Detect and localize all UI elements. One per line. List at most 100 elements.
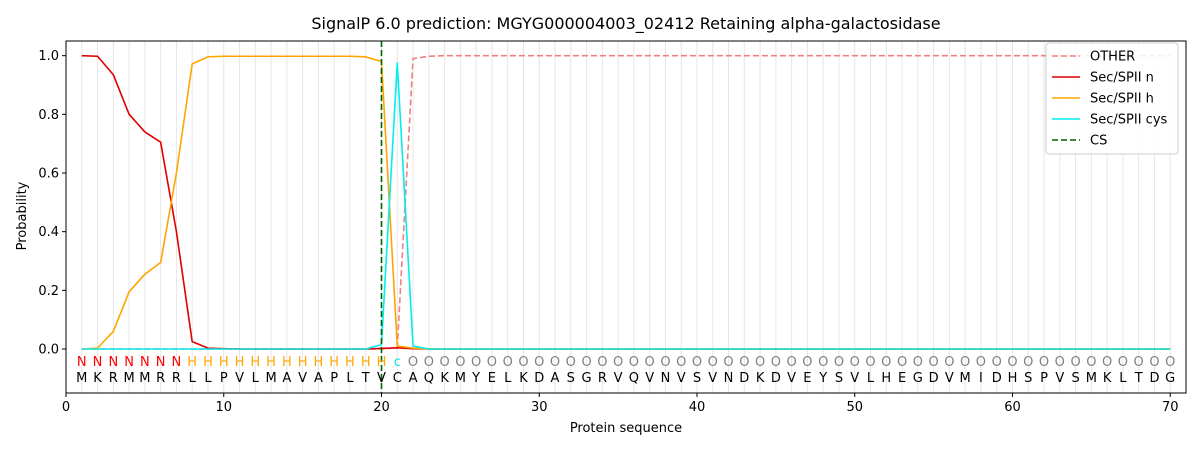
region-label: O <box>629 355 639 370</box>
residue-label: L <box>252 371 260 386</box>
region-label: H <box>266 355 276 370</box>
region-label: O <box>1023 355 1033 370</box>
region-label: O <box>739 355 749 370</box>
residue-label: G <box>913 371 923 386</box>
region-label: N <box>140 355 150 370</box>
residue-label: I <box>979 371 983 386</box>
x-tick-label: 50 <box>846 400 863 415</box>
region-label: O <box>913 355 923 370</box>
x-tick-label: 10 <box>215 400 232 415</box>
residue-label: P <box>1040 371 1048 386</box>
residue-label: Y <box>471 371 480 386</box>
region-label: O <box>1102 355 1112 370</box>
residue-label: L <box>346 371 354 386</box>
residue-label: S <box>1024 371 1032 386</box>
residue-label: L <box>189 371 197 386</box>
x-tick-label: 30 <box>531 400 548 415</box>
region-label: O <box>1118 355 1128 370</box>
region-label: H <box>187 355 197 370</box>
legend-label: Sec/SPII n <box>1090 71 1154 86</box>
region-label: O <box>1134 355 1144 370</box>
residue-label: H <box>1008 371 1018 386</box>
x-tick-label: 60 <box>1004 400 1021 415</box>
y-tick-label: 0.8 <box>38 108 59 123</box>
region-label: O <box>897 355 907 370</box>
region-label: O <box>455 355 465 370</box>
region-label: H <box>314 355 324 370</box>
residue-label: D <box>534 371 544 386</box>
region-label: H <box>345 355 355 370</box>
axes: 0 10 20 30 40 50 60 70 0.0 0.2 0.4 0.6 0.8 1.0 <box>38 49 1178 415</box>
residue-label: K <box>1103 371 1112 386</box>
residue-label: K <box>440 371 449 386</box>
residue-label: V <box>298 371 307 386</box>
region-label: O <box>1086 355 1096 370</box>
residue-label: E <box>488 371 496 386</box>
region-label: H <box>298 355 308 370</box>
residue-label: M <box>1086 371 1097 386</box>
residue-label: K <box>519 371 528 386</box>
residue-label: P <box>220 371 228 386</box>
region-label: O <box>834 355 844 370</box>
residue-label: D <box>1149 371 1159 386</box>
residue-label: Q <box>424 371 434 386</box>
x-tick-label: 20 <box>373 400 390 415</box>
region-label: O <box>755 355 765 370</box>
region-label: O <box>1007 355 1017 370</box>
residue-label: A <box>314 371 323 386</box>
residue-label: L <box>504 371 512 386</box>
residue-label: V <box>708 371 717 386</box>
region-label: O <box>597 355 607 370</box>
residue-label: M <box>123 371 134 386</box>
x-tick-label: 40 <box>689 400 706 415</box>
region-label: N <box>124 355 134 370</box>
legend-box <box>1045 42 1179 155</box>
residue-label: V <box>1055 371 1064 386</box>
region-label: O <box>1055 355 1065 370</box>
residue-label: E <box>803 371 811 386</box>
residue-label: S <box>835 371 843 386</box>
residue-label: K <box>93 371 102 386</box>
region-label: O <box>424 355 434 370</box>
y-tick-label: 1.0 <box>38 49 59 64</box>
residue-label: T <box>1134 371 1143 386</box>
residue-label: V <box>645 371 654 386</box>
residue-label: L <box>204 371 212 386</box>
legend-label: Sec/SPII h <box>1090 92 1154 107</box>
residue-label: M <box>76 371 87 386</box>
region-label: O <box>581 355 591 370</box>
region-label: O <box>850 355 860 370</box>
region-label: O <box>692 355 702 370</box>
legend-label: OTHER <box>1090 50 1135 65</box>
residue-label: V <box>235 371 244 386</box>
residue-label: L <box>867 371 875 386</box>
y-tick-label: 0.2 <box>38 284 59 299</box>
series-line-sec-spii-cys <box>81 62 1171 350</box>
region-label: O <box>566 355 576 370</box>
region-label: O <box>645 355 655 370</box>
region-label: O <box>1149 355 1159 370</box>
series-lines <box>81 41 1171 393</box>
region-label: O <box>487 355 497 370</box>
region-label: O <box>865 355 875 370</box>
residue-label: S <box>567 371 575 386</box>
residue-label: R <box>156 371 165 386</box>
chart-title: SignalP 6.0 prediction: MGYG000004003_02… <box>311 14 940 34</box>
y-axis-label: Probability <box>15 181 30 250</box>
region-label: N <box>156 355 166 370</box>
region-label: O <box>660 355 670 370</box>
region-label: O <box>771 355 781 370</box>
region-label: N <box>77 355 87 370</box>
residue-label: Y <box>818 371 827 386</box>
region-label: H <box>361 355 371 370</box>
region-label: O <box>471 355 481 370</box>
region-label: O <box>1070 355 1080 370</box>
x-axis-label: Protein sequence <box>570 421 682 436</box>
x-tick-label: 0 <box>62 400 70 415</box>
region-label: O <box>723 355 733 370</box>
y-tick-label: 0.4 <box>38 225 59 240</box>
region-label: O <box>1165 355 1175 370</box>
residue-label: C <box>393 371 402 386</box>
